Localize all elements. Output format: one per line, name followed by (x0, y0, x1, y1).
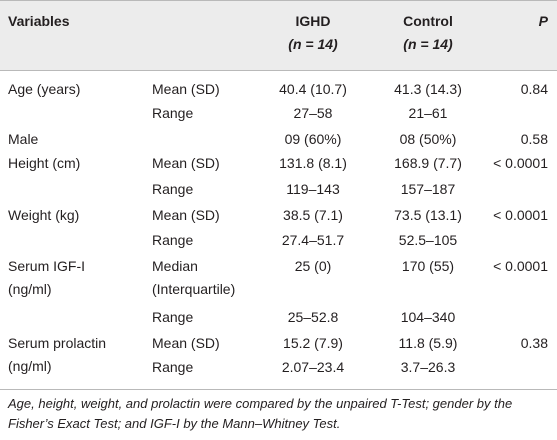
row-igf-p: < 0.0001 (493, 258, 548, 274)
row-prolactin-range-ighd: 2.07–23.4 (281, 359, 345, 375)
row-age-ighd: 40.4 (10.7) (279, 81, 347, 97)
row-height-ighd: 131.8 (8.1) (279, 155, 347, 171)
row-prolactin-variable-unit: (ng/ml) (8, 358, 52, 374)
row-weight-range-ighd: 27.4–51.7 (281, 232, 345, 248)
table-footnote: Age, height, weight, and prolactin were … (8, 394, 553, 434)
row-igf-variable: Serum IGF-I (8, 258, 86, 274)
row-igf-ighd: 25 (0) (294, 258, 332, 274)
header-p: P (538, 13, 548, 29)
row-age-range-control: 21–61 (408, 105, 448, 121)
row-igf-control: 170 (55) (401, 258, 455, 274)
header-variables: Variables (8, 13, 70, 29)
row-igf-range-ighd: 25–52.8 (287, 309, 339, 325)
row-height-variable: Height (cm) (8, 155, 81, 171)
row-height-range-ighd: 119–143 (286, 181, 340, 197)
row-height-stat: Mean (SD) (152, 155, 220, 171)
row-igf-range-control: 104–340 (400, 309, 456, 325)
row-igf-variable-unit: (ng/ml) (8, 281, 52, 297)
header-ighd-n: (n = 14) (288, 36, 338, 52)
row-male-variable: Male (8, 131, 39, 147)
row-male-control: 08 (50%) (399, 131, 457, 147)
row-prolactin-variable: Serum prolactin (8, 335, 107, 351)
row-age-range-ighd: 27–58 (293, 105, 333, 121)
row-prolactin-control: 11.8 (5.9) (398, 335, 458, 351)
row-prolactin-range-control: 3.7–26.3 (400, 359, 456, 375)
header-control-n: (n = 14) (403, 36, 453, 52)
row-male-p: 0.58 (520, 131, 548, 147)
row-height-p: < 0.0001 (493, 155, 548, 171)
row-height-range-control: 157–187 (400, 181, 456, 197)
row-age-variable: Age (years) (8, 81, 81, 97)
row-height-control: 168.9 (7.7) (394, 155, 462, 171)
row-prolactin-ighd: 15.2 (7.9) (283, 335, 343, 351)
row-age-range-stat: Range (152, 105, 194, 121)
row-weight-range-stat: Range (152, 232, 194, 248)
row-prolactin-stat: Mean (SD) (152, 335, 220, 351)
row-weight-range-control: 52.5–105 (398, 232, 458, 248)
row-igf-stat: Median (152, 258, 198, 274)
footnote-line-1: Age, height, weight, and prolactin were … (8, 396, 513, 411)
row-weight-control: 73.5 (13.1) (394, 207, 462, 223)
row-height-range-stat: Range (152, 181, 194, 197)
row-age-control: 41.3 (14.3) (394, 81, 462, 97)
row-igf-stat-2: (Interquartile) (152, 281, 236, 297)
row-weight-ighd: 38.5 (7.1) (283, 207, 343, 223)
row-weight-variable: Weight (kg) (8, 207, 80, 223)
row-prolactin-range-stat: Range (152, 359, 194, 375)
table-bottom-rule (0, 389, 557, 390)
header-ighd: IGHD (295, 13, 331, 29)
row-male-ighd: 09 (60%) (284, 131, 342, 147)
footnote-line-2: Fisher’s Exact Test; and IGF-I by the Ma… (8, 416, 341, 431)
row-weight-p: < 0.0001 (493, 207, 548, 223)
header-divider (0, 70, 557, 71)
header-control: Control (403, 13, 453, 29)
row-igf-range-stat: Range (152, 309, 194, 325)
row-prolactin-p: 0.38 (520, 335, 548, 351)
row-weight-stat: Mean (SD) (152, 207, 220, 223)
table-header (0, 0, 557, 70)
row-age-p: 0.84 (520, 81, 548, 97)
row-age-stat: Mean (SD) (152, 81, 220, 97)
